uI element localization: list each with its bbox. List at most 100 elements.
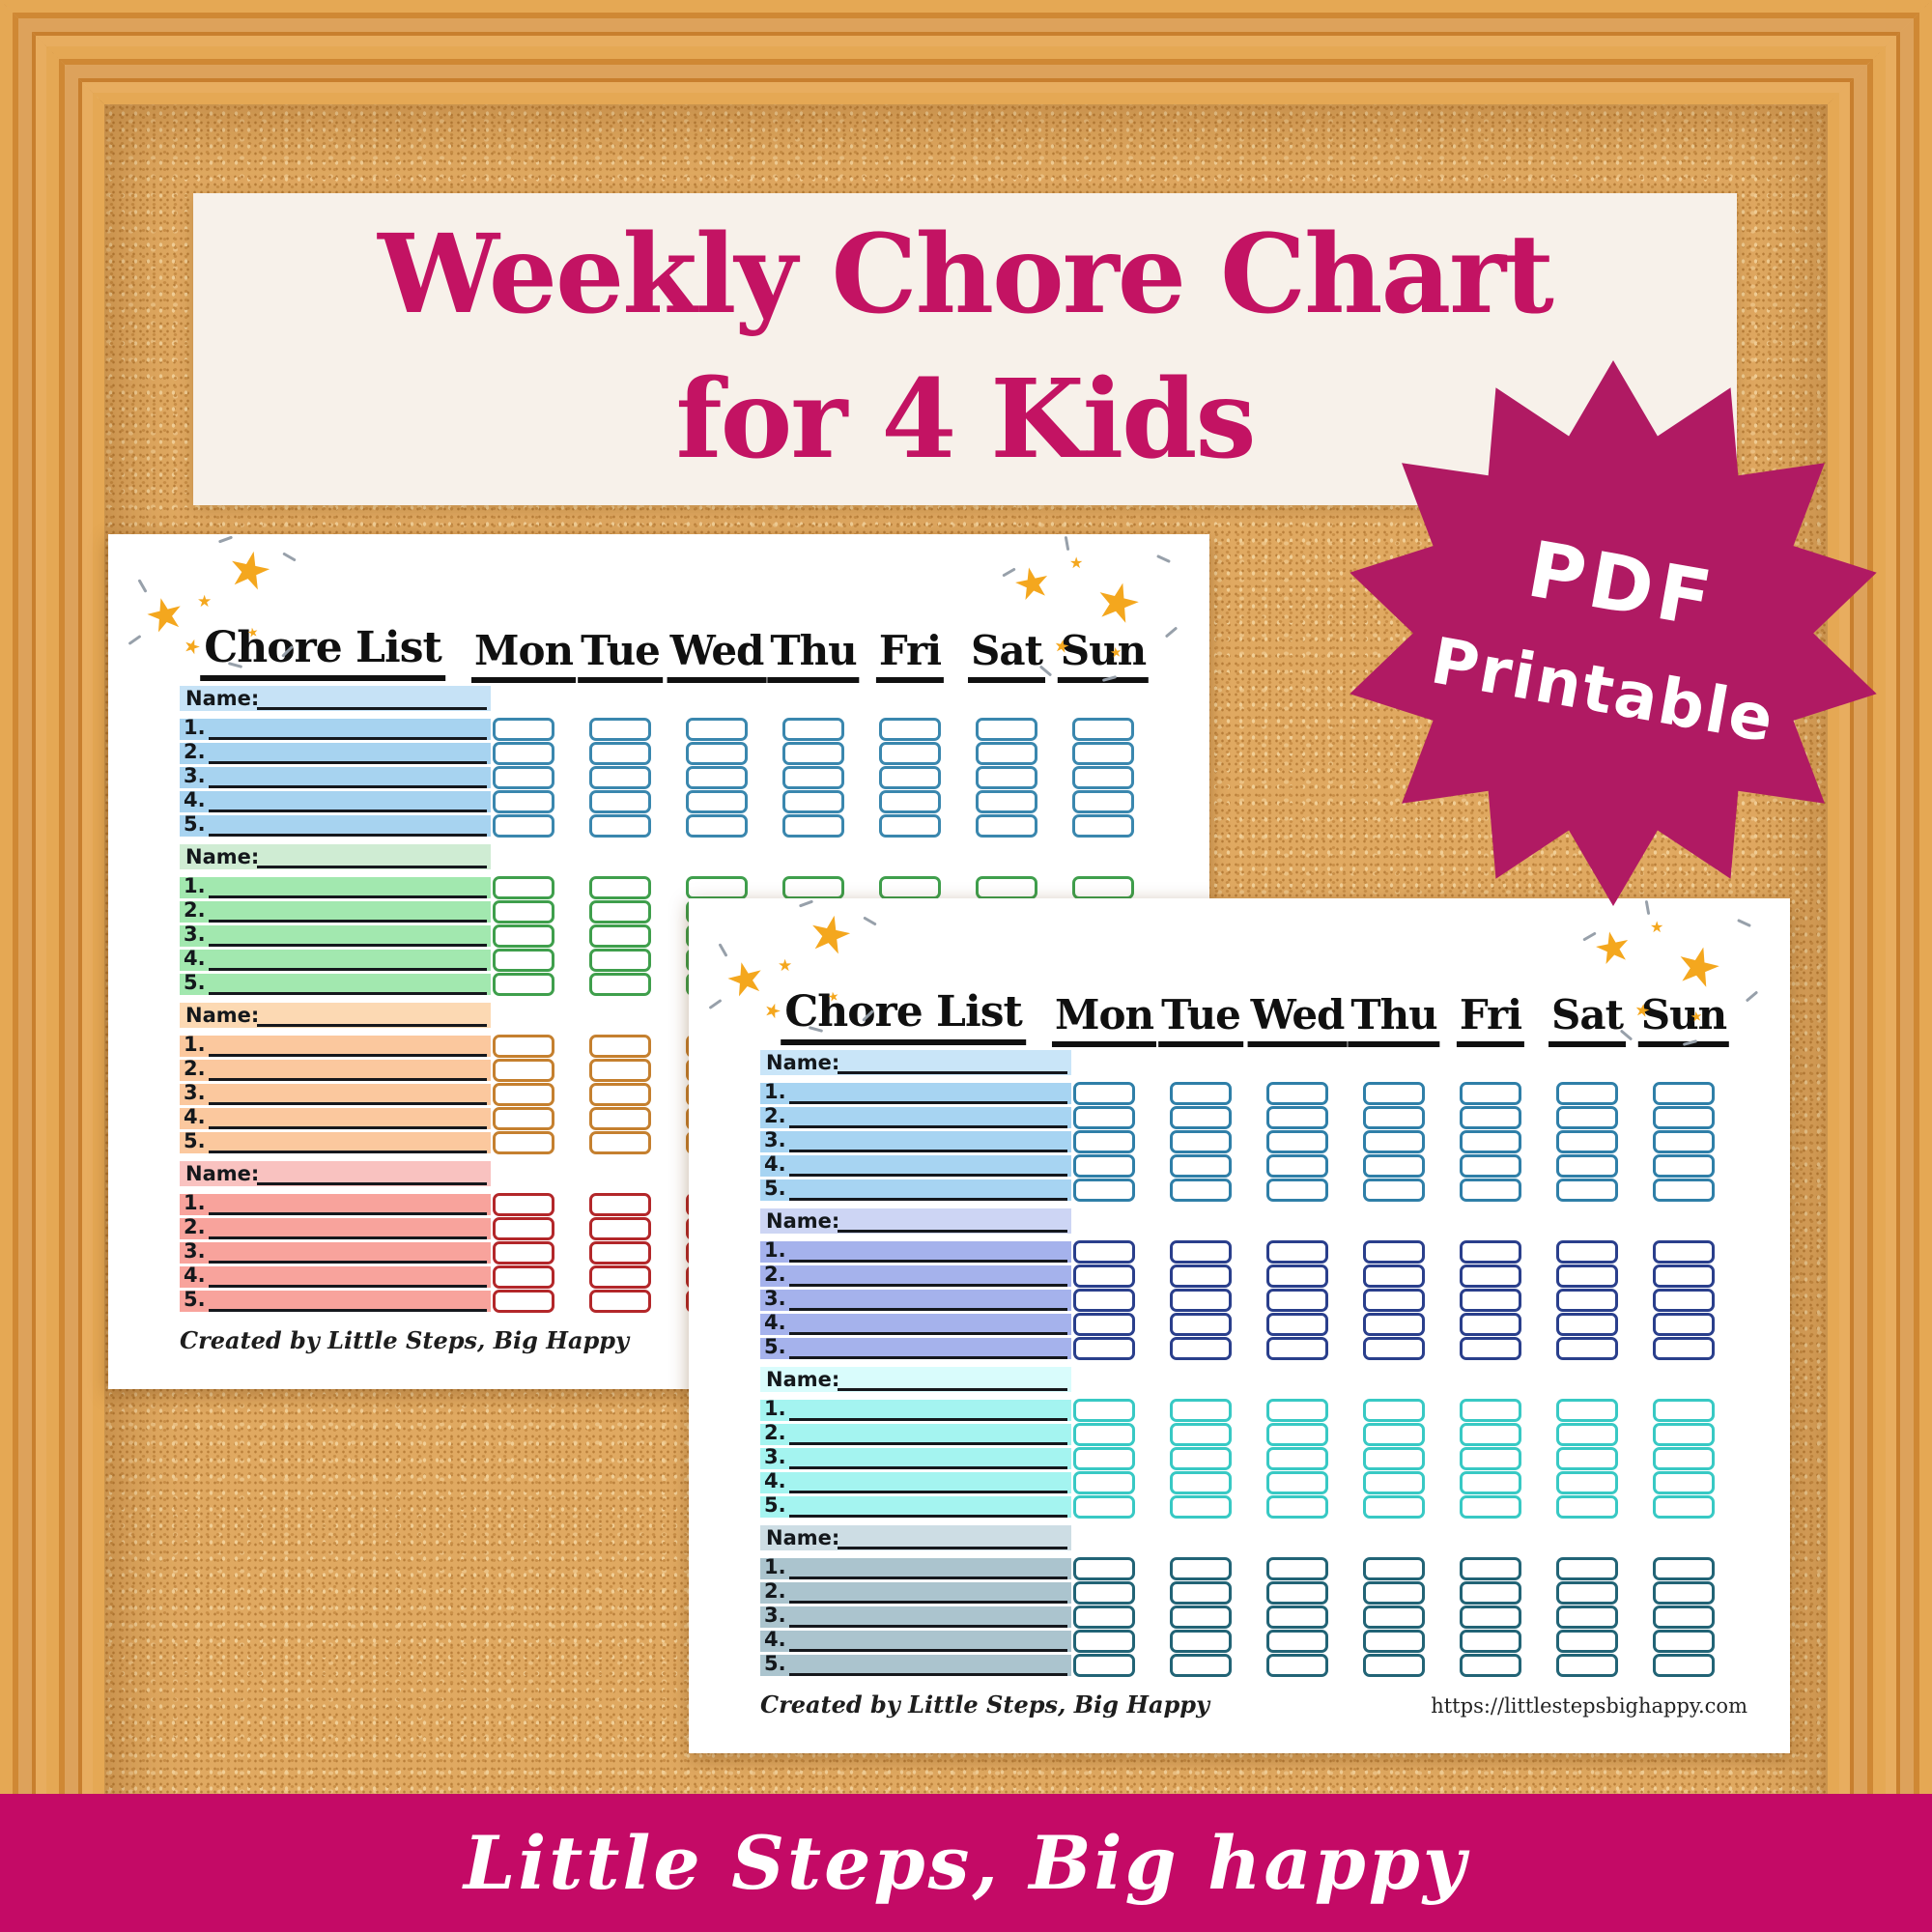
chore-checkbox — [1653, 1313, 1715, 1336]
chore-row: 2. — [760, 1421, 1071, 1445]
chore-checkbox — [1170, 1154, 1232, 1178]
page-credit: Created by Little Steps, Big Happy — [760, 1690, 1210, 1719]
chore-checkbox — [1460, 1423, 1521, 1446]
chore-checkbox — [1073, 1654, 1135, 1677]
chore-checkbox — [589, 766, 651, 789]
chore-checkbox — [976, 790, 1037, 813]
chore-checkbox — [1460, 1630, 1521, 1653]
chore-row: 1. — [760, 1238, 1071, 1263]
chore-row: 3. — [180, 1081, 491, 1105]
chore-checkbox — [1363, 1447, 1425, 1470]
star-icon: ★ — [180, 632, 205, 661]
row-number: 3. — [764, 1128, 786, 1151]
chore-row: 2. — [180, 1057, 491, 1081]
row-underline — [789, 1577, 1067, 1579]
sparkle — [862, 1009, 874, 1022]
name-row-kid-2: Name: — [760, 1208, 1071, 1234]
name-label: Name: — [766, 1209, 840, 1233]
name-row-kid-1: Name: — [760, 1050, 1071, 1075]
chore-checkbox — [1363, 1630, 1425, 1653]
name-underline — [257, 707, 487, 710]
chore-checkbox — [1363, 1399, 1425, 1422]
chore-row: 5. — [760, 1335, 1071, 1359]
chore-checkbox — [1073, 1557, 1135, 1580]
name-label: Name: — [766, 1368, 840, 1391]
row-number: 3. — [764, 1604, 786, 1627]
footer-banner-text: Little Steps, Big happy — [463, 1820, 1469, 1906]
sparkle — [227, 662, 243, 668]
row-underline — [209, 1126, 487, 1129]
chore-checkbox — [1266, 1289, 1328, 1312]
chore-checkbox — [1266, 1106, 1328, 1129]
day-header-mon: Mon — [470, 627, 577, 683]
chore-checkbox — [1266, 1337, 1328, 1360]
chore-checkbox — [1556, 1337, 1618, 1360]
chore-checkbox — [1460, 1264, 1521, 1288]
chore-checkbox — [1556, 1605, 1618, 1629]
row-underline — [789, 1174, 1067, 1177]
chore-checkbox — [1556, 1654, 1618, 1677]
chore-row: 5. — [760, 1493, 1071, 1518]
chore-chart-page-front: Chore List Mon Tue Wed Thu Fri Sat Sun Name: 1. 2.… — [689, 898, 1790, 1753]
row-underline — [209, 1151, 487, 1153]
chore-checkbox — [1266, 1605, 1328, 1629]
name-label: Name: — [185, 845, 260, 868]
chore-checkbox — [1072, 742, 1134, 765]
chore-row: 3. — [180, 1239, 491, 1264]
chore-checkbox — [589, 1217, 651, 1240]
row-underline — [209, 1309, 487, 1312]
chore-checkbox — [1460, 1495, 1521, 1519]
chore-checkbox — [686, 876, 748, 899]
chore-row: 1. — [760, 1080, 1071, 1104]
chore-checkbox — [1072, 718, 1134, 741]
chore-checkbox — [1460, 1557, 1521, 1580]
chore-checkbox — [1170, 1337, 1232, 1360]
chore-checkbox — [1556, 1264, 1618, 1288]
chore-checkbox — [1072, 876, 1134, 899]
chore-checkbox — [1170, 1654, 1232, 1677]
chore-row: 3. — [760, 1287, 1071, 1311]
chore-checkbox — [493, 1107, 554, 1130]
frame-left — [0, 0, 104, 1932]
sparkle — [1156, 554, 1171, 564]
row-number: 1. — [764, 1397, 786, 1420]
chore-checkbox — [1072, 814, 1134, 838]
row-number: 4. — [184, 947, 206, 970]
row-number: 1. — [184, 1191, 206, 1214]
name-underline — [838, 1547, 1067, 1549]
chore-checkbox — [1653, 1654, 1715, 1677]
row-underline — [209, 895, 487, 898]
chore-checkbox — [1460, 1179, 1521, 1202]
chore-checkbox — [1653, 1106, 1715, 1129]
row-number: 1. — [184, 1033, 206, 1056]
star-icon: ★ — [197, 592, 213, 611]
day-header-wed: Wed — [1247, 991, 1348, 1047]
row-number: 4. — [764, 1469, 786, 1492]
day-header-wed: Wed — [667, 627, 767, 683]
chore-row: 4. — [760, 1152, 1071, 1177]
chore-row: 1. — [180, 1033, 491, 1057]
day-header-tue: Tue — [578, 627, 663, 683]
chore-row: 1. — [180, 716, 491, 740]
star-icon: ★ — [1689, 1009, 1704, 1026]
chore-checkbox — [1170, 1289, 1232, 1312]
chore-checkbox — [1653, 1605, 1715, 1629]
chore-checkbox — [1073, 1240, 1135, 1264]
chore-row: 5. — [180, 1288, 491, 1312]
chore-checkbox — [1653, 1337, 1715, 1360]
sparkle — [718, 943, 728, 957]
day-header-sat: Sat — [968, 627, 1045, 683]
name-row-kid-4: Name: — [180, 1161, 491, 1186]
sparkle — [1745, 990, 1759, 1003]
chore-checkbox — [1556, 1471, 1618, 1494]
chore-checkbox — [1170, 1581, 1232, 1605]
star-icon: ★ — [1069, 554, 1084, 572]
chore-checkbox — [1073, 1130, 1135, 1153]
chore-checkbox — [493, 766, 554, 789]
name-row-kid-4: Name: — [760, 1525, 1071, 1550]
chore-checkbox — [1653, 1399, 1715, 1422]
chore-row: 3. — [180, 923, 491, 947]
chore-checkbox — [589, 1059, 651, 1082]
chore-checkbox — [589, 814, 651, 838]
chore-checkbox — [1653, 1557, 1715, 1580]
